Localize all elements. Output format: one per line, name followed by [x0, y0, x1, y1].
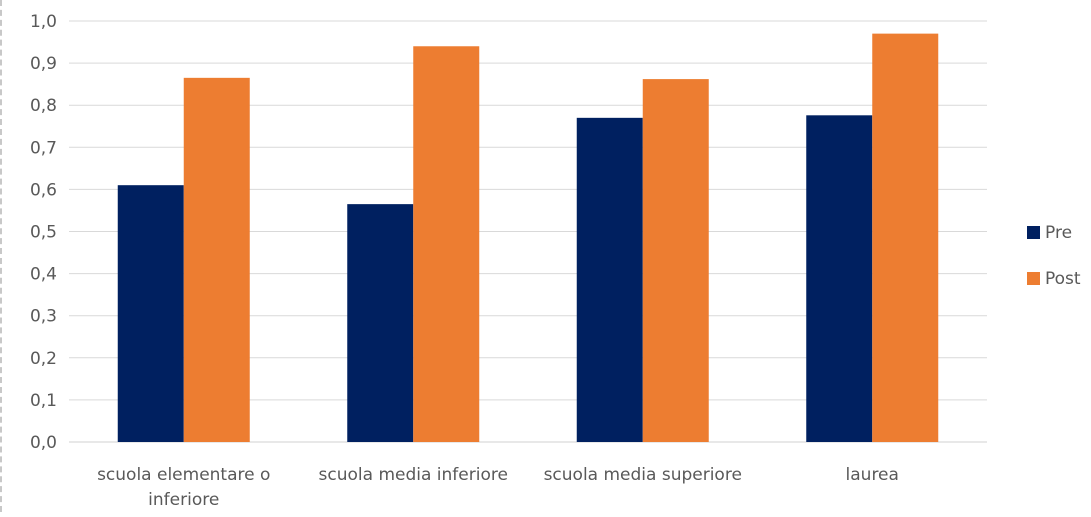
- bar-pre-2: [576, 117, 643, 442]
- y-tick-label: 0,3: [30, 307, 57, 327]
- y-tick-label: 0,0: [30, 433, 57, 453]
- y-tick-label: 0,1: [30, 391, 57, 411]
- bar-post-1: [413, 46, 480, 442]
- x-axis-tick-labels: scuola elementare o inferiore scuola media…: [97, 465, 899, 510]
- x-category-label: scuola media superiore: [544, 465, 742, 485]
- y-tick-label: 0,7: [30, 138, 57, 158]
- x-category-label: scuola elementare o: [97, 465, 270, 485]
- y-tick-label: 0,6: [30, 180, 57, 200]
- y-tick-label: 0,2: [30, 349, 57, 369]
- bar-pre-0: [117, 185, 184, 442]
- bar-post-2: [642, 79, 709, 443]
- left-edge-dashed-border: [0, 0, 2, 512]
- legend-swatch-post: [1027, 272, 1040, 285]
- x-category-label: laurea: [846, 465, 899, 485]
- bar-post-3: [872, 33, 939, 442]
- bar-post-0: [183, 77, 250, 443]
- x-category-label: scuola media inferiore: [319, 465, 508, 485]
- y-tick-label: 0,5: [30, 223, 57, 243]
- legend-label-pre: Pre: [1045, 223, 1072, 243]
- y-tick-label: 0,8: [30, 96, 57, 116]
- bars: [117, 33, 939, 443]
- legend-swatch-pre: [1027, 226, 1040, 239]
- bar-pre-1: [347, 204, 414, 442]
- y-axis-tick-labels: 0,0 0,1 0,2 0,3 0,4 0,5 0,6 0,7 0,8 0,9 1,0: [30, 12, 57, 453]
- legend: Pre Post: [1027, 223, 1081, 289]
- x-category-label: inferiore: [148, 490, 219, 510]
- legend-label-post: Post: [1045, 269, 1081, 289]
- y-tick-label: 0,4: [30, 265, 57, 285]
- y-tick-label: 1,0: [30, 12, 57, 32]
- y-tick-label: 0,9: [30, 54, 57, 74]
- bar-pre-3: [806, 115, 873, 442]
